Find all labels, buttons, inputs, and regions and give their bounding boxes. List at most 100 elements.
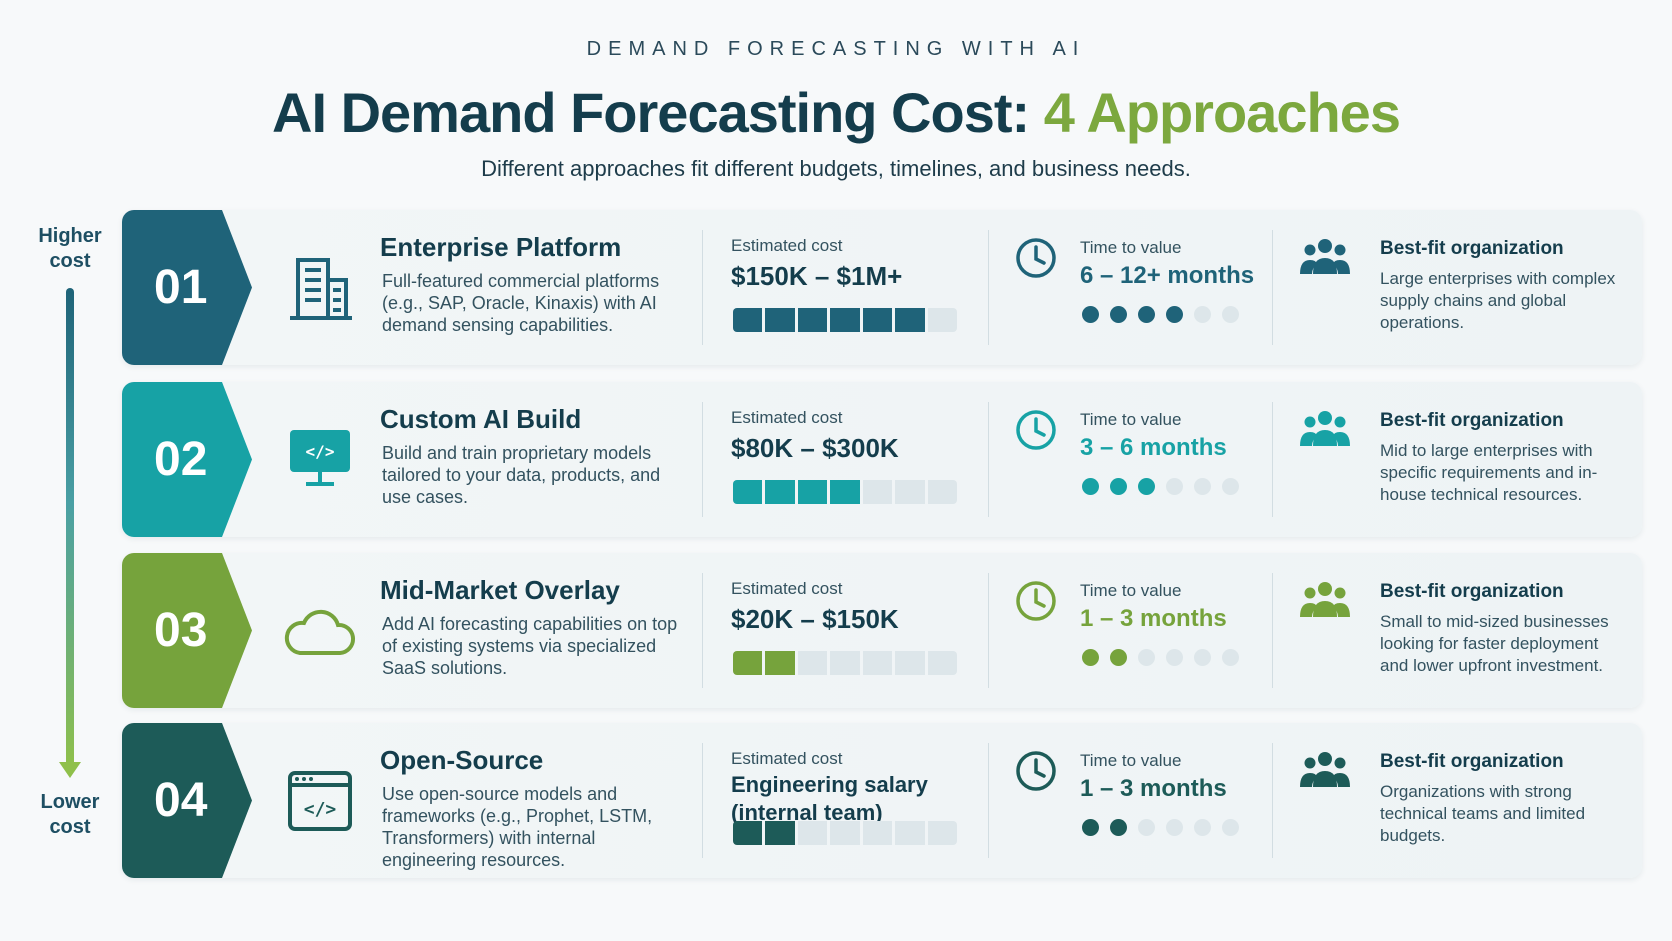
time-dot	[1166, 478, 1183, 495]
time-dots	[1082, 819, 1239, 836]
approach-title: Enterprise Platform	[380, 232, 622, 262]
time-dot	[1138, 819, 1155, 836]
cost-segment	[862, 308, 893, 332]
people-icon	[1298, 236, 1352, 276]
approach-row: 03 Mid-Market Overlay Add AI forecasting…	[122, 553, 1642, 708]
approach-row: 01 Enterprise Platform Full-featured com…	[122, 210, 1642, 365]
divider	[1272, 402, 1273, 517]
approach-title: Custom AI Build	[380, 404, 582, 434]
fit-label: Best-fit organization	[1380, 581, 1564, 602]
time-dot	[1194, 819, 1211, 836]
cost-value: $80K – $300K	[731, 433, 899, 463]
cost-value: Engineering salary (internal team)	[731, 772, 928, 825]
cost-segment	[733, 480, 763, 504]
people-icon	[1298, 749, 1352, 789]
time-dot	[1194, 649, 1211, 666]
cost-segment	[895, 651, 925, 675]
cost-segment	[830, 308, 860, 332]
cost-segment	[927, 308, 957, 332]
svg-text:</>: </>	[306, 442, 335, 461]
divider	[1272, 230, 1273, 345]
approach-title: Mid-Market Overlay	[380, 575, 620, 605]
divider	[702, 230, 703, 345]
axis-arrow-icon	[59, 762, 81, 778]
divider	[988, 230, 989, 345]
time-dot	[1110, 819, 1127, 836]
time-dot	[1138, 478, 1155, 495]
fit-label: Best-fit organization	[1380, 751, 1564, 772]
approach-description: Full-featured commercial platforms (e.g.…	[382, 271, 660, 335]
cost-segment	[797, 308, 828, 332]
time-dot	[1166, 649, 1183, 666]
cost-segment	[862, 651, 893, 675]
clock-icon	[1014, 579, 1058, 623]
time-label: Time to value	[1080, 410, 1182, 429]
fit-description: Large enterprises with complex supply ch…	[1380, 269, 1616, 332]
cost-segment	[895, 480, 925, 504]
approach-row: 04 </> Open-Source Use open-source model…	[122, 723, 1642, 878]
time-dot	[1194, 478, 1211, 495]
eyebrow: DEMAND FORECASTING WITH AI	[586, 38, 1086, 60]
approach-number-badge: 02	[122, 382, 252, 537]
cost-segment	[733, 651, 763, 675]
time-dots	[1082, 478, 1239, 495]
cost-label: Estimated cost	[731, 749, 843, 768]
cost-segment	[733, 821, 763, 845]
time-label: Time to value	[1080, 751, 1182, 770]
cost-label: Estimated cost	[731, 408, 843, 427]
cost-segment	[830, 480, 860, 504]
time-dots	[1082, 306, 1239, 323]
fit-description: Small to mid-sized businesses looking fo…	[1380, 612, 1609, 675]
time-dot	[1110, 306, 1127, 323]
cost-segment	[830, 651, 860, 675]
monitor-code-icon: </>	[280, 420, 360, 500]
fit-description: Mid to large enterprises with specific r…	[1380, 441, 1598, 504]
time-value: 6 – 12+ months	[1080, 262, 1255, 289]
cost-segment	[733, 308, 763, 332]
axis-top-label: Higher cost	[38, 225, 102, 272]
cost-bar	[733, 480, 957, 504]
time-dot	[1222, 649, 1239, 666]
time-dots	[1082, 649, 1239, 666]
clock-icon	[1014, 749, 1058, 793]
approach-number-badge: 03	[122, 553, 252, 708]
time-dot	[1082, 819, 1099, 836]
divider	[988, 743, 989, 858]
time-dot	[1110, 649, 1127, 666]
cloud-icon	[280, 591, 360, 671]
time-dot	[1082, 649, 1099, 666]
axis-bottom-label: Lower cost	[40, 791, 100, 838]
axis-line	[66, 288, 74, 768]
time-label: Time to value	[1080, 238, 1182, 257]
cost-value: $150K – $1M+	[731, 261, 903, 291]
cost-segment	[862, 480, 893, 504]
time-dot	[1082, 478, 1099, 495]
cost-segment	[797, 651, 828, 675]
cost-bar	[733, 308, 957, 332]
time-dot	[1110, 478, 1127, 495]
page-title: AI Demand Forecasting Cost: 4 Approaches	[0, 80, 1672, 145]
time-dot	[1166, 819, 1183, 836]
approach-number-badge: 04	[122, 723, 252, 878]
title-main: AI Demand Forecasting Cost:	[272, 81, 1030, 144]
people-icon	[1298, 579, 1352, 619]
divider	[702, 402, 703, 517]
approach-description: Add AI forecasting capabilities on top o…	[382, 614, 678, 678]
cost-segment	[765, 821, 795, 845]
cost-segment	[765, 480, 795, 504]
cost-value: $20K – $150K	[731, 604, 899, 634]
fit-label: Best-fit organization	[1380, 410, 1564, 431]
clock-icon	[1014, 236, 1058, 280]
time-dot	[1222, 478, 1239, 495]
title-accent: 4 Approaches	[1043, 81, 1401, 144]
time-dot	[1082, 306, 1099, 323]
time-dot	[1138, 649, 1155, 666]
approach-description: Use open-source models and frameworks (e…	[382, 784, 653, 870]
cost-segment	[927, 821, 957, 845]
cost-segment	[895, 308, 925, 332]
time-dot	[1138, 306, 1155, 323]
cost-segment	[797, 821, 828, 845]
fit-description: Organizations with strong technical team…	[1380, 782, 1586, 845]
people-icon	[1298, 408, 1352, 448]
cost-segment	[797, 480, 828, 504]
